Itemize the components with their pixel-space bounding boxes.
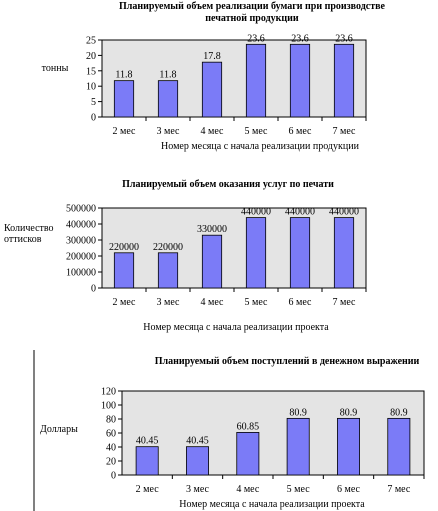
data-label: 80.9 — [289, 407, 307, 418]
x-axis-label: Номер месяца с начала реализации проекта — [143, 322, 329, 333]
chart-3: Планируемый объем поступлений в денежном… — [40, 356, 425, 510]
x-tick-label: 5 мес — [245, 126, 269, 137]
data-label: 220000 — [153, 242, 183, 253]
y-tick-label: 500000 — [66, 204, 96, 215]
y-axis-label: оттисков — [4, 234, 42, 245]
x-tick-label: 4 мес — [236, 484, 260, 495]
y-tick-label: 20 — [86, 51, 96, 62]
data-label: 11.8 — [159, 70, 176, 81]
bar — [289, 217, 311, 289]
y-axis-label: Количество — [4, 223, 54, 234]
y-tick-label: 0 — [91, 113, 96, 124]
y-tick-label: 0 — [111, 471, 116, 482]
x-tick-label: 2 мес — [113, 297, 137, 308]
chart-title-line: Планируемый объем оказания услуг по печа… — [122, 179, 334, 190]
y-axis-label: тонны — [42, 63, 69, 74]
y-tick-label: 10 — [86, 82, 96, 93]
bar — [286, 417, 310, 476]
x-tick-label: 2 мес — [113, 126, 137, 137]
y-axis-label: Доллары — [40, 424, 78, 435]
data-label: 80.9 — [340, 407, 358, 418]
data-label: 60.85 — [237, 421, 260, 432]
bar — [157, 80, 179, 118]
plot-area — [101, 39, 367, 118]
x-tick-label: 6 мес — [289, 126, 313, 137]
chart-2: Планируемый объем оказания услуг по печа… — [4, 179, 367, 333]
bar — [186, 446, 209, 476]
x-axis-label: Номер месяца с начала реализации продукц… — [161, 141, 360, 152]
y-tick-label: 60 — [106, 429, 116, 440]
data-label: 440000 — [285, 207, 315, 218]
x-tick-label: 6 мес — [337, 484, 361, 495]
data-label: 11.8 — [115, 70, 132, 81]
data-label: 440000 — [241, 207, 271, 218]
y-tick-label: 25 — [86, 36, 96, 47]
data-label: 40.45 — [186, 436, 209, 447]
y-tick-label: 120 — [101, 387, 116, 398]
data-label: 23.6 — [291, 33, 309, 44]
x-axis-label: Номер месяца с начала реализации проекта — [179, 499, 365, 510]
bar — [333, 43, 355, 118]
x-tick-label: 7 мес — [333, 126, 357, 137]
bar — [289, 43, 311, 118]
bar — [201, 61, 223, 118]
chart-1: Планируемый объем реализации бумаги при … — [42, 1, 386, 152]
plot-area — [121, 390, 425, 476]
bar — [245, 43, 267, 118]
chart-title-line: Планируемый объем реализации бумаги при … — [119, 1, 386, 12]
data-label: 220000 — [109, 242, 139, 253]
data-label: 440000 — [329, 207, 359, 218]
y-tick-label: 20 — [106, 457, 116, 468]
x-tick-label: 7 мес — [333, 297, 357, 308]
data-label: 80.9 — [390, 407, 408, 418]
bar — [387, 417, 411, 476]
bar — [337, 417, 360, 476]
bar — [333, 217, 355, 289]
bar — [245, 217, 267, 289]
x-tick-label: 2 мес — [136, 484, 160, 495]
y-tick-label: 0 — [91, 284, 96, 295]
x-tick-label: 5 мес — [287, 484, 311, 495]
y-tick-label: 100 — [101, 401, 116, 412]
x-tick-label: 3 мес — [157, 297, 181, 308]
bar — [113, 80, 135, 118]
chart-title-line: Планируемый объем поступлений в денежном… — [155, 356, 420, 367]
data-label: 330000 — [197, 224, 227, 235]
y-tick-label: 80 — [106, 415, 116, 426]
y-tick-label: 100000 — [66, 268, 96, 279]
bar — [236, 432, 260, 476]
data-label: 23.6 — [247, 33, 265, 44]
plot-area — [101, 207, 367, 289]
bar — [157, 252, 179, 289]
bar — [113, 252, 135, 289]
x-tick-label: 4 мес — [201, 126, 225, 137]
data-label: 40.45 — [136, 436, 159, 447]
y-tick-label: 40 — [106, 443, 116, 454]
x-tick-label: 6 мес — [289, 297, 313, 308]
bar — [135, 446, 159, 476]
y-tick-label: 400000 — [66, 220, 96, 231]
y-tick-label: 5 — [91, 97, 96, 108]
bar — [201, 234, 223, 289]
x-tick-label: 7 мес — [387, 484, 411, 495]
x-tick-label: 4 мес — [201, 297, 225, 308]
data-label: 23.6 — [335, 33, 353, 44]
y-tick-label: 300000 — [66, 236, 96, 247]
x-tick-label: 3 мес — [157, 126, 181, 137]
y-tick-label: 15 — [86, 66, 96, 77]
y-tick-label: 200000 — [66, 252, 96, 263]
x-tick-label: 3 мес — [186, 484, 210, 495]
data-label: 17.8 — [203, 51, 221, 62]
x-tick-label: 5 мес — [245, 297, 269, 308]
chart-title-line: печатной продукции — [205, 13, 299, 24]
